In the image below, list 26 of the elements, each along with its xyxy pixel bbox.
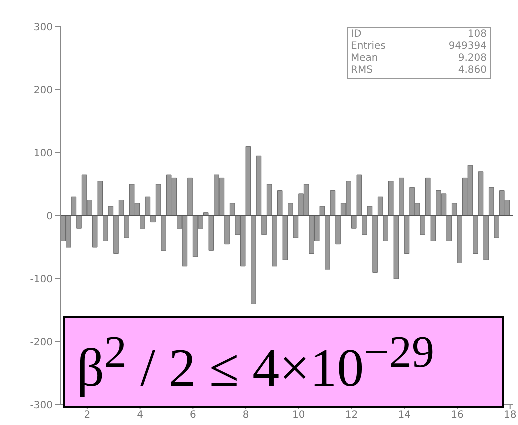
x-tick-label: 14: [398, 410, 411, 422]
x-tick-label: 10: [292, 410, 306, 422]
annotation: β$^{2}$ / 2 ≤ 4×10$^{−29}$: [77, 326, 434, 398]
x-tick-label: 16: [451, 410, 464, 422]
x-tick-label: 4: [137, 410, 144, 422]
annotation: 9.208: [457, 53, 487, 65]
x-tick-label: 8: [242, 410, 250, 422]
x-tick-label: 18: [504, 410, 517, 422]
annotation: Mean: [351, 53, 380, 65]
annotation: 4.860: [457, 65, 487, 77]
annotation: ID: [351, 29, 363, 41]
y-tick-label: -300: [30, 400, 53, 412]
annotation: 949394: [448, 41, 487, 53]
y-tick-label: 0: [46, 212, 53, 223]
formula-box: β$^{2}$ / 2 ≤ 4×10$^{−29}$: [63, 316, 504, 408]
x-tick-label: 12: [345, 410, 358, 422]
y-tick-label: -100: [30, 274, 53, 286]
annotation: 108: [466, 29, 487, 41]
y-tick-label: 200: [34, 86, 53, 97]
y-tick-label: -200: [30, 338, 53, 349]
y-tick-label: 100: [34, 148, 53, 160]
annotation: Entries: [351, 41, 387, 53]
y-tick-label: 300: [34, 22, 53, 34]
x-tick-label: 6: [190, 410, 196, 422]
x-tick-label: 2: [84, 410, 91, 422]
annotation: RMS: [351, 65, 374, 77]
